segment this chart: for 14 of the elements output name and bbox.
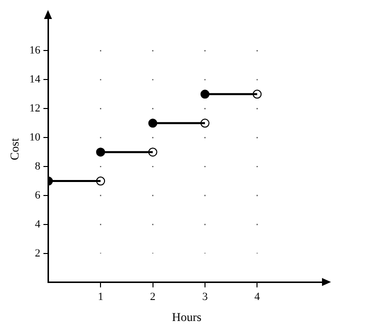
x-tick-label: 3 [202,290,208,303]
y-tick-label: 4 [34,218,41,230]
x-tick-label: 1 [98,290,104,303]
x-tick-label: 4 [254,290,260,303]
y-tick-label: 16 [29,44,41,57]
y-tick-label: 8 [34,160,41,172]
y-tick-label: 12 [29,102,40,115]
x-tick-label: 2 [150,290,156,303]
y-tick-label: 14 [29,74,41,86]
y-axis-title: Cost [7,138,22,160]
x-axis-title: Hours [172,310,202,324]
y-tick-label: 10 [29,132,41,144]
y-tick-label: 2 [34,247,40,260]
y-tick-label: 6 [34,189,41,202]
